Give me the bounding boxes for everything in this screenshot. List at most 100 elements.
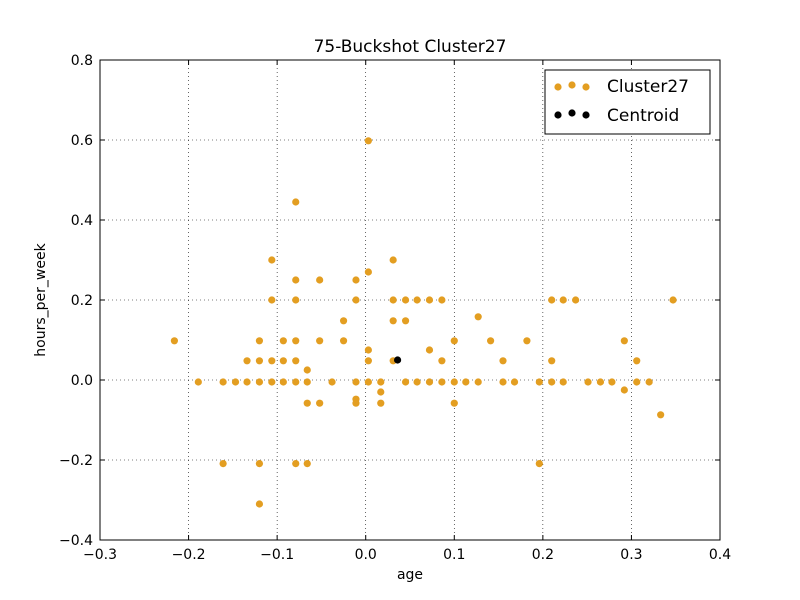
cluster-point: [645, 378, 653, 386]
x-tick-label: 0.4: [709, 547, 731, 563]
cluster-point: [487, 337, 495, 345]
cluster-point: [596, 378, 605, 386]
cluster-point: [364, 357, 372, 365]
cluster-point: [425, 378, 434, 386]
cluster-point: [474, 378, 482, 386]
cluster-point: [243, 378, 251, 386]
cluster-point: [303, 399, 311, 407]
cluster-point: [450, 337, 458, 345]
cluster-point: [633, 378, 641, 386]
cluster-point: [499, 378, 507, 386]
legend-marker-point: [568, 81, 576, 89]
cluster-point: [389, 296, 397, 304]
cluster-point: [292, 378, 300, 386]
cluster-point: [377, 388, 385, 396]
x-tick-labels: −0.3 −0.2 −0.1 0.0 0.1 0.2 0.3 0.4: [83, 547, 731, 563]
cluster-point: [364, 137, 372, 145]
cluster-point: [194, 378, 202, 386]
legend-box: [544, 69, 711, 135]
cluster-point: [401, 317, 410, 325]
cluster-point: [450, 399, 458, 407]
cluster-point: [170, 337, 178, 345]
x-tick-label: −0.1: [260, 547, 294, 563]
legend-marker-cluster27: [554, 81, 590, 91]
cluster-point: [364, 268, 372, 276]
cluster-point: [425, 346, 434, 354]
cluster-point: [462, 378, 470, 386]
cluster-point: [316, 276, 324, 284]
cluster-point: [268, 357, 276, 365]
cluster-point: [584, 378, 592, 386]
cluster-point: [413, 378, 421, 386]
cluster-point: [499, 357, 507, 365]
cluster-point: [352, 378, 360, 386]
cluster-point: [620, 337, 628, 345]
cluster-point: [231, 378, 240, 386]
cluster-point: [255, 460, 264, 468]
cluster-point: [219, 460, 227, 468]
chart-title: 75-Buckshot Cluster27: [314, 37, 507, 57]
legend-marker-point: [554, 83, 562, 91]
cluster-point: [608, 378, 616, 386]
cluster-point: [474, 313, 482, 321]
y-tick-label: −0.4: [59, 533, 93, 549]
legend-marker-centroid: [554, 109, 590, 119]
x-tick-label: 0.3: [620, 547, 642, 563]
cluster-point: [620, 386, 628, 394]
cluster-point: [292, 357, 300, 365]
cluster-point: [316, 399, 324, 407]
cluster-point: [572, 296, 580, 304]
cluster-point: [389, 256, 397, 264]
y-tick-label: −0.2: [59, 453, 93, 469]
cluster-point: [352, 296, 360, 304]
cluster-point: [255, 337, 264, 345]
x-tick-label: −0.2: [172, 547, 206, 563]
legend-label-cluster27: Cluster27: [607, 77, 689, 97]
cluster-point: [548, 378, 556, 386]
cluster-point: [438, 357, 446, 365]
cluster-point: [268, 296, 276, 304]
y-tick-label: 0.6: [71, 133, 93, 149]
cluster-point: [255, 378, 264, 386]
cluster-point: [339, 317, 348, 325]
cluster-point: [438, 378, 446, 386]
cluster-point: [548, 296, 556, 304]
axis-ticks: [99, 59, 721, 541]
y-tick-label: 0.8: [71, 53, 93, 69]
cluster-point: [279, 378, 287, 386]
x-tick-label: −0.3: [83, 547, 117, 563]
cluster-point: [292, 198, 300, 206]
centroid-point: [394, 356, 402, 364]
cluster-point: [377, 399, 385, 407]
cluster-point: [401, 378, 410, 386]
legend-marker-point: [582, 83, 590, 91]
y-tick-label: 0.0: [71, 373, 93, 389]
cluster-point: [279, 357, 287, 365]
cluster-point: [339, 337, 348, 345]
legend-marker-point: [582, 111, 590, 119]
cluster-point: [633, 357, 641, 365]
x-tick-label: 0.1: [443, 547, 465, 563]
cluster-point: [292, 337, 300, 345]
cluster-point: [669, 296, 677, 304]
y-tick-label: 0.4: [71, 213, 93, 229]
grid-lines: [100, 60, 720, 540]
cluster-point: [292, 296, 300, 304]
cluster-point: [279, 337, 287, 345]
cluster-point: [352, 276, 360, 284]
cluster-point: [413, 296, 421, 304]
cluster-point: [438, 296, 446, 304]
cluster-point: [255, 357, 264, 365]
y-axis-label: hours_per_week: [33, 242, 49, 356]
cluster-point: [303, 460, 311, 468]
legend-marker-point: [568, 109, 576, 117]
cluster-point: [535, 378, 543, 386]
cluster-point: [425, 296, 434, 304]
cluster-point: [268, 256, 276, 264]
cluster-point: [389, 317, 397, 325]
cluster-point: [316, 337, 324, 345]
cluster-point: [364, 346, 372, 354]
cluster-point: [268, 378, 276, 386]
cluster-point: [303, 366, 311, 374]
